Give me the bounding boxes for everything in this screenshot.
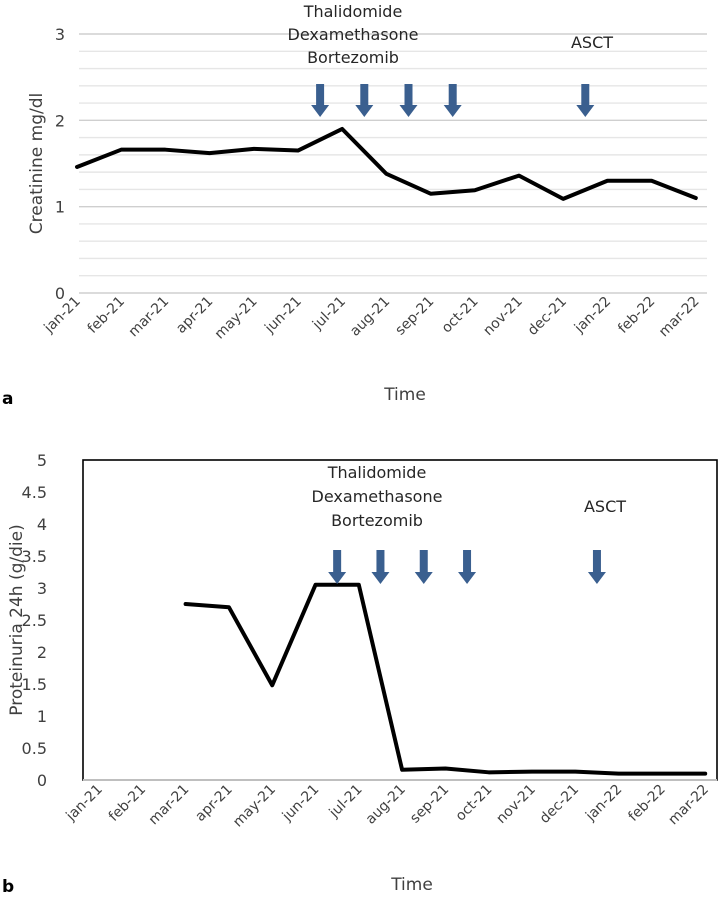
treatment-label: Bortezomib: [307, 48, 399, 67]
y-axis-title: Creatinine mg/dl: [27, 93, 47, 234]
x-tick-label: oct-21: [453, 782, 496, 825]
x-tick-label: jan-22: [582, 782, 625, 825]
x-tick-label: jan-22: [571, 294, 614, 337]
y-tick-label: 4: [37, 515, 47, 534]
y-tick-label: 1: [37, 707, 47, 726]
x-tick-label: mar-22: [656, 294, 703, 341]
x-tick-label: mar-21: [146, 782, 193, 829]
treatment-label: Thalidomide: [327, 463, 427, 482]
x-tick-label: sep-21: [392, 294, 437, 339]
y-tick-label: 4.5: [22, 483, 47, 502]
y-tick-label: 3: [37, 579, 47, 598]
x-tick-label: jul-21: [326, 782, 366, 822]
x-tick-label: feb-22: [625, 782, 668, 825]
y-tick-label: 1.5: [22, 675, 47, 694]
y-tick-label: 3: [55, 25, 65, 44]
x-tick-label: feb-21: [85, 294, 128, 337]
x-tick-label: sep-21: [407, 782, 452, 827]
y-tick-label: 3.5: [22, 547, 47, 566]
x-tick-label: jul-21: [309, 294, 349, 334]
panel-b-letter: b: [2, 877, 14, 897]
y-tick-label: 0: [55, 284, 65, 303]
y-tick-label: 2.5: [22, 611, 47, 630]
x-tick-label: dec-21: [525, 294, 570, 339]
down-arrow-icon: [458, 550, 477, 584]
x-tick-label: apr-21: [173, 294, 216, 337]
x-tick-label: feb-21: [106, 782, 149, 825]
x-tick-label: jun-21: [261, 294, 304, 337]
asct-label: ASCT: [571, 33, 613, 52]
y-tick-label: 2: [55, 111, 65, 130]
treatment-label: Dexamethasone: [288, 25, 419, 44]
x-tick-label: mar-22: [665, 782, 712, 829]
x-tick-label: jan-21: [63, 782, 106, 825]
y-tick-label: 0: [37, 771, 47, 790]
y-tick-label: 5: [37, 451, 47, 470]
down-arrow-icon: [587, 550, 606, 584]
down-arrow-icon: [355, 84, 374, 117]
series-line: [183, 582, 708, 776]
x-axis-title: Time: [383, 385, 426, 405]
down-arrow-icon: [414, 550, 433, 584]
down-arrow-icon: [399, 84, 418, 117]
x-tick-label: nov-21: [493, 782, 538, 827]
x-tick-label: may-21: [230, 782, 279, 831]
down-arrow-icon: [328, 550, 347, 584]
down-arrow-icon: [576, 84, 595, 117]
x-tick-label: may-21: [212, 294, 261, 343]
x-tick-label: dec-21: [537, 782, 582, 827]
treatment-label: Thalidomide: [303, 2, 403, 21]
series-line: [75, 126, 698, 201]
x-axis-title: Time: [390, 875, 433, 895]
asct-label: ASCT: [584, 497, 626, 516]
y-tick-label: 2: [37, 643, 47, 662]
down-arrow-icon: [371, 550, 390, 584]
y-tick-label: 0.5: [22, 739, 47, 758]
x-tick-label: aug-21: [363, 782, 409, 828]
x-tick-label: jun-21: [279, 782, 322, 825]
x-tick-label: feb-22: [615, 294, 658, 337]
down-arrow-icon: [443, 84, 462, 117]
x-tick-label: oct-21: [439, 294, 482, 337]
y-axis-title: Proteinuria 24h (g/die): [7, 524, 27, 715]
y-tick-label: 1: [55, 198, 65, 217]
treatment-label: Bortezomib: [331, 511, 423, 530]
panel-a-letter: a: [2, 389, 13, 409]
x-tick-label: aug-21: [347, 294, 393, 340]
x-tick-label: nov-21: [480, 294, 525, 339]
down-arrow-icon: [311, 84, 330, 117]
treatment-label: Dexamethasone: [312, 487, 443, 506]
x-tick-label: mar-21: [126, 294, 173, 341]
x-tick-label: apr-21: [192, 782, 235, 825]
